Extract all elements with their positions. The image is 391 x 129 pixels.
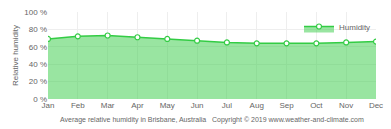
svg-text:Aug: Aug xyxy=(250,101,264,110)
svg-text:May: May xyxy=(160,101,175,110)
svg-text:Feb: Feb xyxy=(71,101,85,110)
svg-text:Average relative humidity in B: Average relative humidity in Brisbane, A… xyxy=(60,116,364,124)
svg-text:Humidity: Humidity xyxy=(339,23,370,32)
svg-text:80 %: 80 % xyxy=(29,25,47,34)
svg-text:Apr: Apr xyxy=(131,101,144,110)
svg-text:100 %: 100 % xyxy=(24,8,47,17)
svg-text:Sep: Sep xyxy=(279,101,294,110)
svg-text:40 %: 40 % xyxy=(29,60,47,69)
svg-text:60 %: 60 % xyxy=(29,43,47,52)
svg-text:Oct: Oct xyxy=(310,101,323,110)
svg-text:Jan: Jan xyxy=(42,101,55,110)
svg-text:0 %: 0 % xyxy=(33,95,47,104)
svg-text:Nov: Nov xyxy=(339,101,353,110)
svg-text:Mar: Mar xyxy=(101,101,115,110)
svg-text:Relative humidity: Relative humidity xyxy=(11,25,20,86)
svg-text:Jul: Jul xyxy=(222,101,232,110)
svg-text:Jun: Jun xyxy=(191,101,204,110)
svg-text:Dec: Dec xyxy=(369,101,383,110)
svg-text:20 %: 20 % xyxy=(29,77,47,86)
